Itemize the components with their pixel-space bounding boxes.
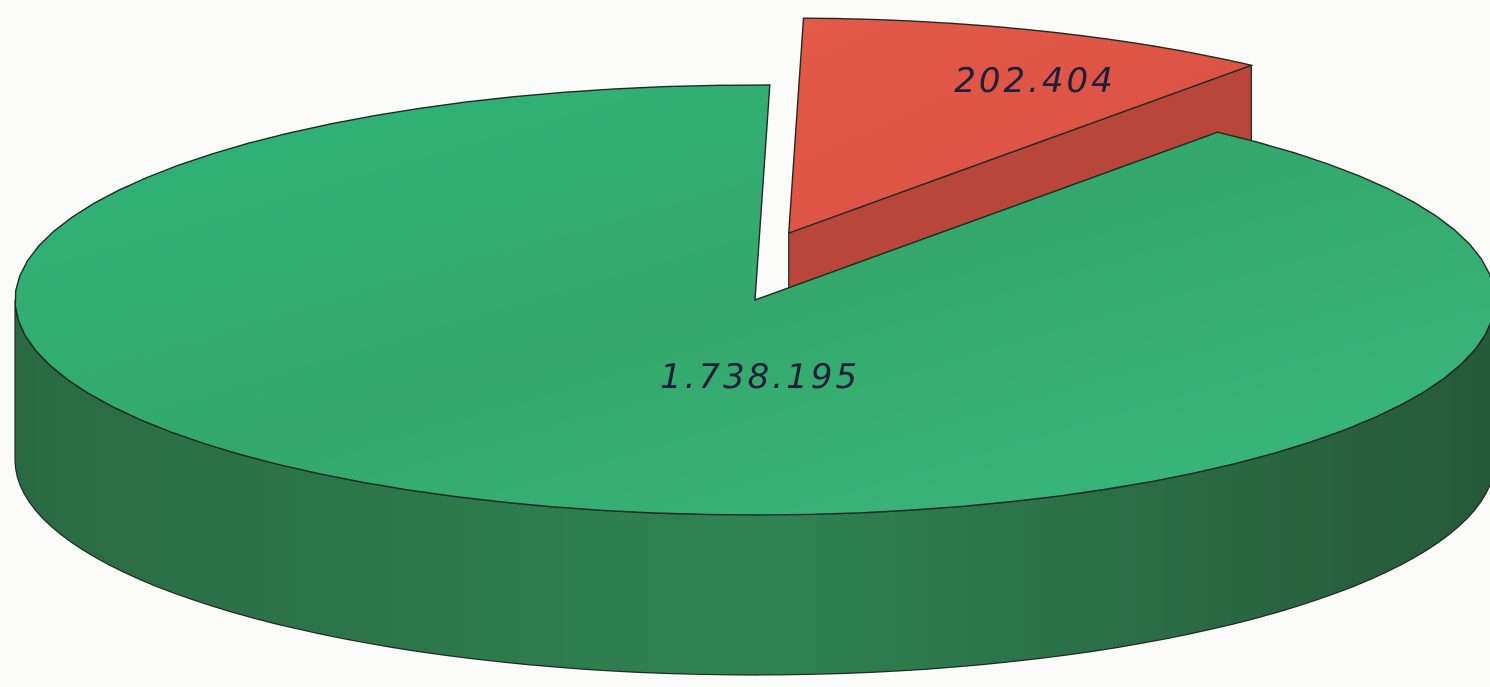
pie-slice-green xyxy=(14,84,1490,676)
pie-slice-green-top xyxy=(14,84,1490,516)
pie-slice-red-top xyxy=(787,17,1254,235)
slice-label-red: 202.404 xyxy=(954,61,1116,101)
slices-layer xyxy=(14,17,1490,676)
labels-layer: 202.404 1.738.195 xyxy=(660,61,1116,397)
slice-label-green: 1.738.195 xyxy=(660,357,860,397)
